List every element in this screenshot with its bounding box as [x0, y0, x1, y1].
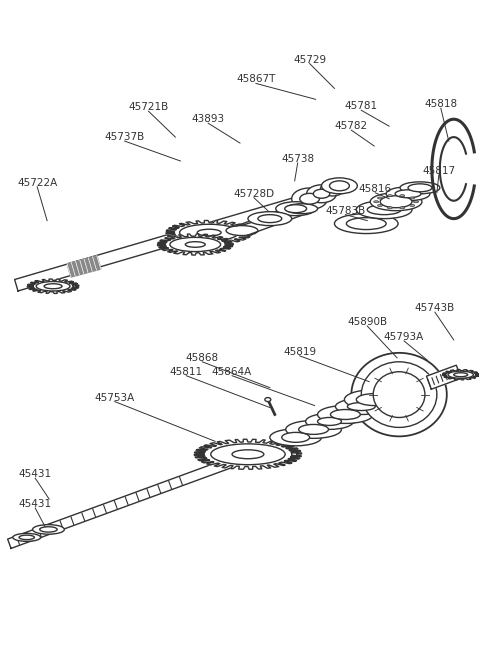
Ellipse shape: [232, 450, 264, 458]
Ellipse shape: [377, 197, 383, 199]
Ellipse shape: [410, 197, 415, 199]
Ellipse shape: [408, 184, 432, 192]
Text: 45816: 45816: [359, 184, 392, 194]
Ellipse shape: [348, 403, 375, 411]
Ellipse shape: [286, 421, 341, 438]
Text: 45868: 45868: [186, 353, 219, 363]
Ellipse shape: [185, 242, 205, 248]
Ellipse shape: [356, 200, 412, 219]
Ellipse shape: [180, 224, 239, 241]
Ellipse shape: [347, 217, 386, 229]
Ellipse shape: [322, 178, 357, 194]
Ellipse shape: [270, 429, 322, 446]
Ellipse shape: [344, 390, 404, 409]
Ellipse shape: [400, 182, 440, 194]
Ellipse shape: [19, 535, 35, 540]
Polygon shape: [166, 221, 252, 245]
Ellipse shape: [361, 362, 437, 428]
Ellipse shape: [44, 284, 62, 289]
Ellipse shape: [318, 405, 373, 423]
Ellipse shape: [258, 215, 282, 223]
Ellipse shape: [387, 195, 393, 196]
Polygon shape: [67, 255, 101, 277]
Ellipse shape: [170, 237, 221, 252]
Ellipse shape: [330, 409, 360, 419]
Polygon shape: [157, 234, 233, 255]
Ellipse shape: [335, 214, 398, 234]
Ellipse shape: [410, 204, 415, 206]
Polygon shape: [194, 440, 301, 469]
Ellipse shape: [276, 202, 315, 215]
Polygon shape: [8, 380, 445, 548]
Ellipse shape: [292, 188, 327, 210]
Ellipse shape: [286, 204, 318, 214]
Text: 45782: 45782: [335, 121, 368, 131]
Ellipse shape: [313, 189, 330, 198]
Ellipse shape: [386, 187, 430, 200]
Text: 45737B: 45737B: [105, 132, 145, 142]
Text: 45431: 45431: [19, 469, 52, 479]
Ellipse shape: [373, 372, 425, 417]
Text: 45753A: 45753A: [95, 392, 135, 403]
Ellipse shape: [321, 181, 344, 196]
Ellipse shape: [448, 371, 473, 379]
Ellipse shape: [374, 200, 379, 203]
Polygon shape: [443, 369, 479, 380]
Text: 45818: 45818: [424, 100, 457, 109]
Ellipse shape: [413, 200, 419, 203]
Text: 45728D: 45728D: [233, 189, 275, 198]
Ellipse shape: [400, 207, 405, 209]
Ellipse shape: [377, 204, 383, 206]
Text: 45781: 45781: [345, 102, 378, 111]
Polygon shape: [427, 365, 461, 389]
Ellipse shape: [380, 196, 412, 208]
Ellipse shape: [351, 353, 447, 436]
Text: 45864A: 45864A: [212, 367, 252, 377]
Text: 45729: 45729: [293, 54, 326, 65]
Ellipse shape: [197, 229, 221, 236]
Text: 45811: 45811: [170, 367, 203, 377]
Ellipse shape: [454, 373, 468, 377]
Ellipse shape: [40, 527, 57, 532]
Ellipse shape: [36, 282, 70, 291]
Ellipse shape: [33, 525, 64, 534]
Text: 45819: 45819: [283, 347, 316, 357]
Ellipse shape: [265, 398, 271, 402]
Text: 45431: 45431: [19, 499, 52, 509]
Text: 45890B: 45890B: [347, 317, 387, 327]
Ellipse shape: [307, 185, 336, 203]
Text: 45817: 45817: [422, 166, 456, 176]
Ellipse shape: [282, 432, 310, 442]
Ellipse shape: [226, 225, 258, 236]
Text: 45793A: 45793A: [384, 332, 424, 342]
Text: 45722A: 45722A: [17, 178, 57, 188]
Text: 45783B: 45783B: [325, 206, 365, 215]
Ellipse shape: [356, 394, 392, 405]
Ellipse shape: [387, 207, 393, 209]
Ellipse shape: [329, 181, 349, 191]
Ellipse shape: [248, 212, 292, 225]
Ellipse shape: [367, 205, 401, 215]
Text: 45867T: 45867T: [236, 75, 276, 84]
Ellipse shape: [336, 399, 387, 415]
Ellipse shape: [13, 533, 41, 541]
Ellipse shape: [395, 190, 421, 198]
Text: 45721B: 45721B: [129, 102, 168, 112]
Ellipse shape: [370, 193, 422, 211]
Ellipse shape: [299, 424, 328, 434]
Ellipse shape: [326, 185, 339, 193]
Polygon shape: [14, 187, 333, 291]
Text: 43893: 43893: [192, 114, 225, 124]
Ellipse shape: [400, 195, 405, 196]
Ellipse shape: [285, 205, 307, 213]
Ellipse shape: [306, 413, 353, 430]
Text: 45743B: 45743B: [415, 303, 455, 313]
Text: 45738: 45738: [281, 154, 314, 164]
Ellipse shape: [318, 417, 341, 426]
Polygon shape: [27, 279, 79, 293]
Ellipse shape: [300, 193, 319, 204]
Ellipse shape: [211, 444, 285, 464]
